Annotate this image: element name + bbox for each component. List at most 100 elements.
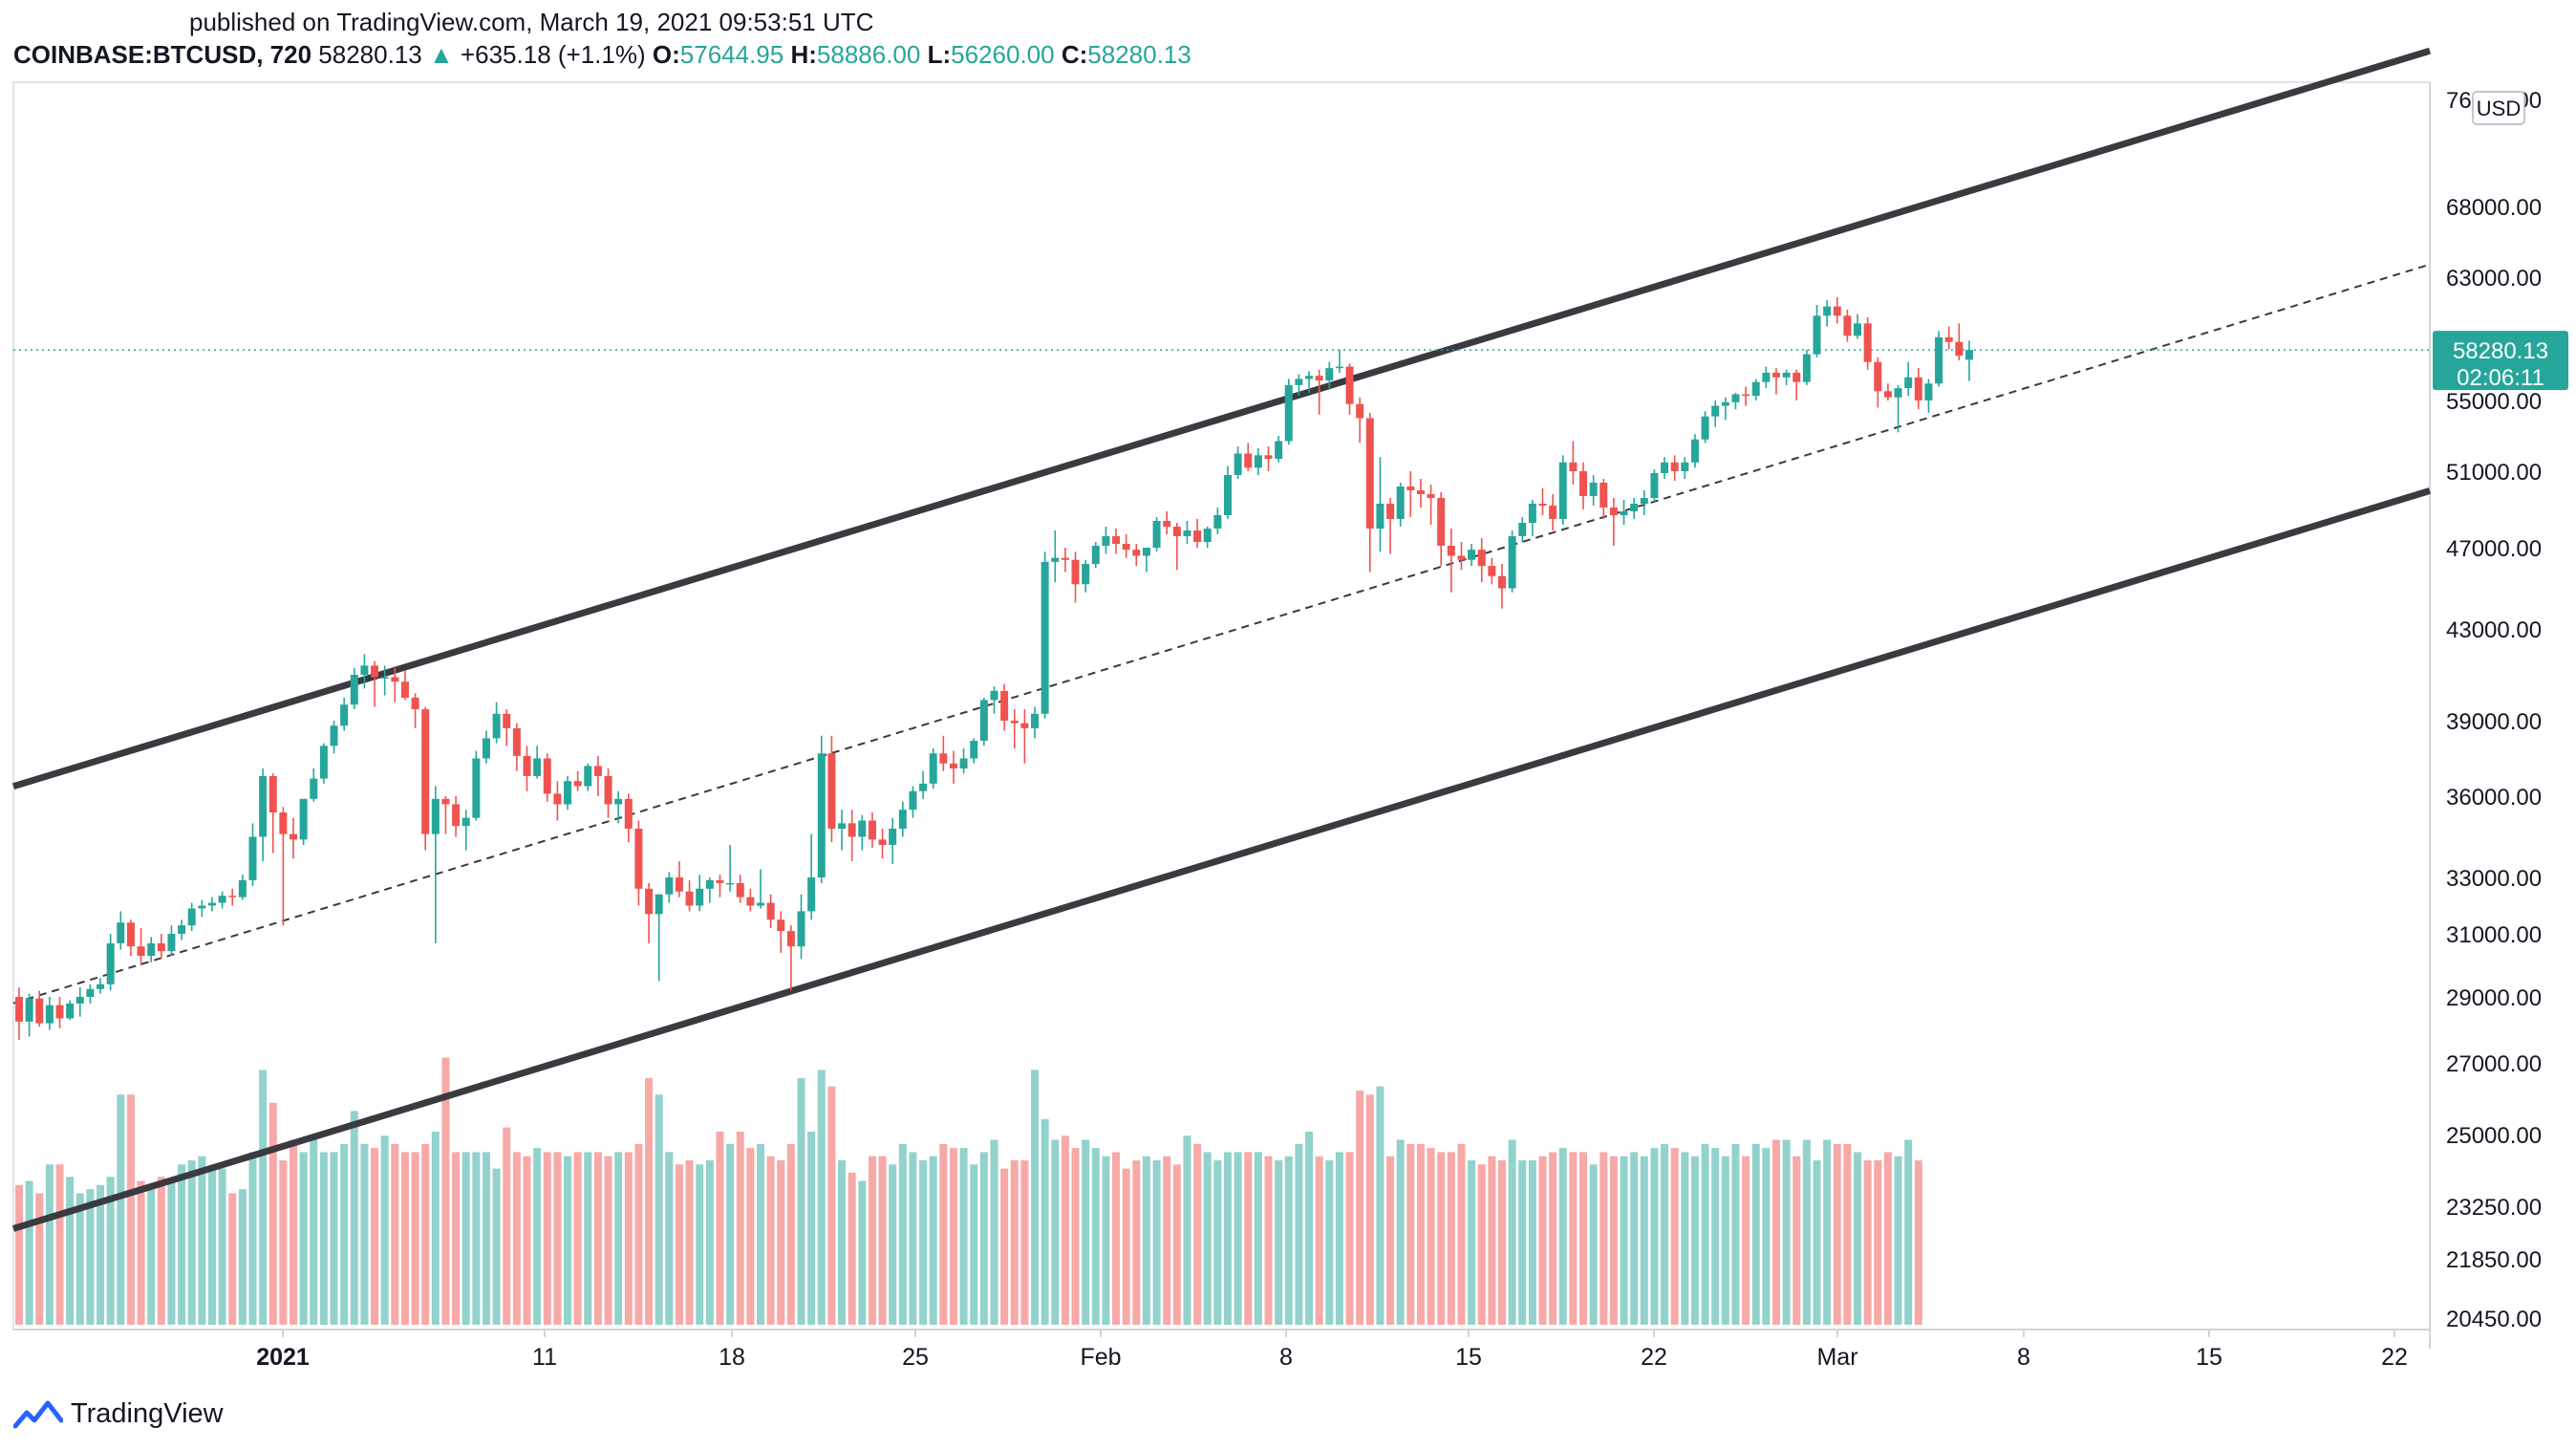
candle-body [1802, 354, 1811, 382]
candle-body [817, 753, 826, 877]
volume-bar [1091, 1148, 1100, 1325]
price-tick-label: 47000.00 [2446, 536, 2542, 562]
candle-body [1427, 494, 1435, 498]
channel-middle-line [12, 263, 2431, 1005]
candle-body [1082, 564, 1090, 585]
volume-bar [1518, 1160, 1527, 1325]
time-tick-label: 8 [2017, 1344, 2030, 1371]
candle-body [1813, 315, 1821, 355]
volume-bar [126, 1094, 135, 1325]
volume-bar [259, 1070, 268, 1325]
volume-bar [1376, 1086, 1385, 1325]
candle-body [756, 902, 764, 906]
volume-bar [1823, 1139, 1832, 1325]
volume-bar [1883, 1152, 1892, 1325]
candle-body [1518, 523, 1527, 536]
candle-body [1468, 550, 1476, 560]
volume-bar [1620, 1156, 1628, 1325]
candle-body [1670, 462, 1679, 471]
volume-bar [1762, 1148, 1771, 1325]
candle-body [1142, 548, 1150, 556]
volume-bar [482, 1152, 490, 1325]
tradingview-logo-icon [13, 1400, 63, 1429]
candle-body [1620, 511, 1628, 515]
candle-body [1935, 336, 1943, 384]
volume-bar [1203, 1152, 1212, 1325]
price-tick-label: 21850.00 [2446, 1247, 2542, 1273]
volume-bar [939, 1143, 948, 1325]
volume-bar [137, 1180, 145, 1325]
candle-body [1091, 546, 1100, 564]
candle-body [655, 894, 663, 915]
candle-body [1325, 368, 1334, 381]
candle-body [441, 798, 450, 805]
tradingview-logo[interactable]: TradingView [13, 1397, 224, 1430]
candle-body [685, 891, 694, 906]
volume-bar [1579, 1152, 1588, 1325]
volume-bar [350, 1111, 358, 1325]
candle-body [1345, 366, 1354, 404]
candle-body [1569, 462, 1578, 471]
candle-body [939, 753, 948, 764]
volume-bar [645, 1078, 654, 1325]
volume-bar [716, 1131, 724, 1325]
candle-body [1000, 690, 1009, 721]
volume-bar [340, 1143, 349, 1325]
candle-body [1650, 473, 1659, 498]
candle-body [492, 713, 501, 739]
brand-name: TradingView [71, 1397, 224, 1429]
time-tick-label: 8 [1279, 1344, 1293, 1371]
candle-body [807, 877, 816, 912]
candle-body [766, 902, 775, 920]
volume-bar [1234, 1152, 1242, 1325]
time-tick-label: 22 [1641, 1344, 1667, 1371]
volume-bar [1751, 1143, 1760, 1325]
candle-body [1071, 559, 1080, 585]
volume-bar [786, 1143, 795, 1325]
volume-bar [1122, 1168, 1130, 1325]
candle-body [380, 677, 389, 679]
volume-bar [929, 1156, 937, 1325]
time-tick-label: 15 [2196, 1344, 2222, 1371]
volume-bar [807, 1131, 816, 1325]
candle-body [1234, 453, 1242, 475]
candle-body [665, 877, 674, 895]
candle-body [1102, 536, 1110, 546]
volume-bar [675, 1164, 683, 1325]
candle-body [268, 775, 277, 812]
candle-body [512, 727, 521, 756]
volume-bar [431, 1131, 440, 1325]
price-tick-label: 23250.00 [2446, 1195, 2542, 1221]
candle-body [259, 775, 268, 837]
volume-bar [503, 1127, 511, 1325]
candle-body [1497, 575, 1506, 589]
volume-bar [523, 1156, 531, 1325]
volume-bar [492, 1168, 501, 1325]
volume-bar [1630, 1152, 1639, 1325]
volume-bar [86, 1189, 95, 1325]
time-tick-label: Mar [1816, 1344, 1857, 1371]
candle-body [1721, 401, 1729, 406]
candle-body [786, 931, 795, 947]
volume-bar [400, 1152, 409, 1325]
volume-bar [1742, 1156, 1750, 1325]
candle-body [1914, 377, 1922, 400]
volume-bar [766, 1156, 775, 1325]
candle-body [970, 741, 978, 759]
candle-body [198, 905, 206, 909]
candle-body [178, 925, 186, 934]
candle-body [1742, 394, 1750, 397]
close-value: 58280.13 [1087, 40, 1191, 69]
candle-body [1661, 462, 1669, 473]
volume-bar [1284, 1156, 1293, 1325]
candle-body [371, 665, 379, 678]
currency-badge [2472, 91, 2525, 125]
candle-body [1376, 504, 1385, 529]
volume-bar [1071, 1148, 1080, 1325]
candle-body [1538, 504, 1547, 506]
volume-bar [898, 1143, 907, 1325]
candle-body [1152, 521, 1161, 548]
volume-bar [319, 1152, 328, 1325]
volume-bar [1437, 1152, 1446, 1325]
